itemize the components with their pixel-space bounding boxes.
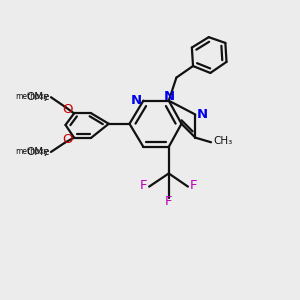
Text: methoxy: methoxy [15, 92, 48, 101]
Text: F: F [190, 179, 197, 192]
Text: O: O [63, 103, 73, 116]
Text: OMe: OMe [26, 147, 50, 157]
Text: O: O [63, 133, 73, 146]
Text: OMe: OMe [26, 92, 50, 102]
Text: N: N [164, 90, 175, 103]
Text: methoxy: methoxy [15, 147, 48, 156]
Text: F: F [140, 179, 147, 192]
Text: CH₃: CH₃ [213, 136, 232, 146]
Text: N: N [197, 108, 208, 121]
Text: F: F [165, 195, 172, 208]
Text: N: N [130, 94, 142, 107]
